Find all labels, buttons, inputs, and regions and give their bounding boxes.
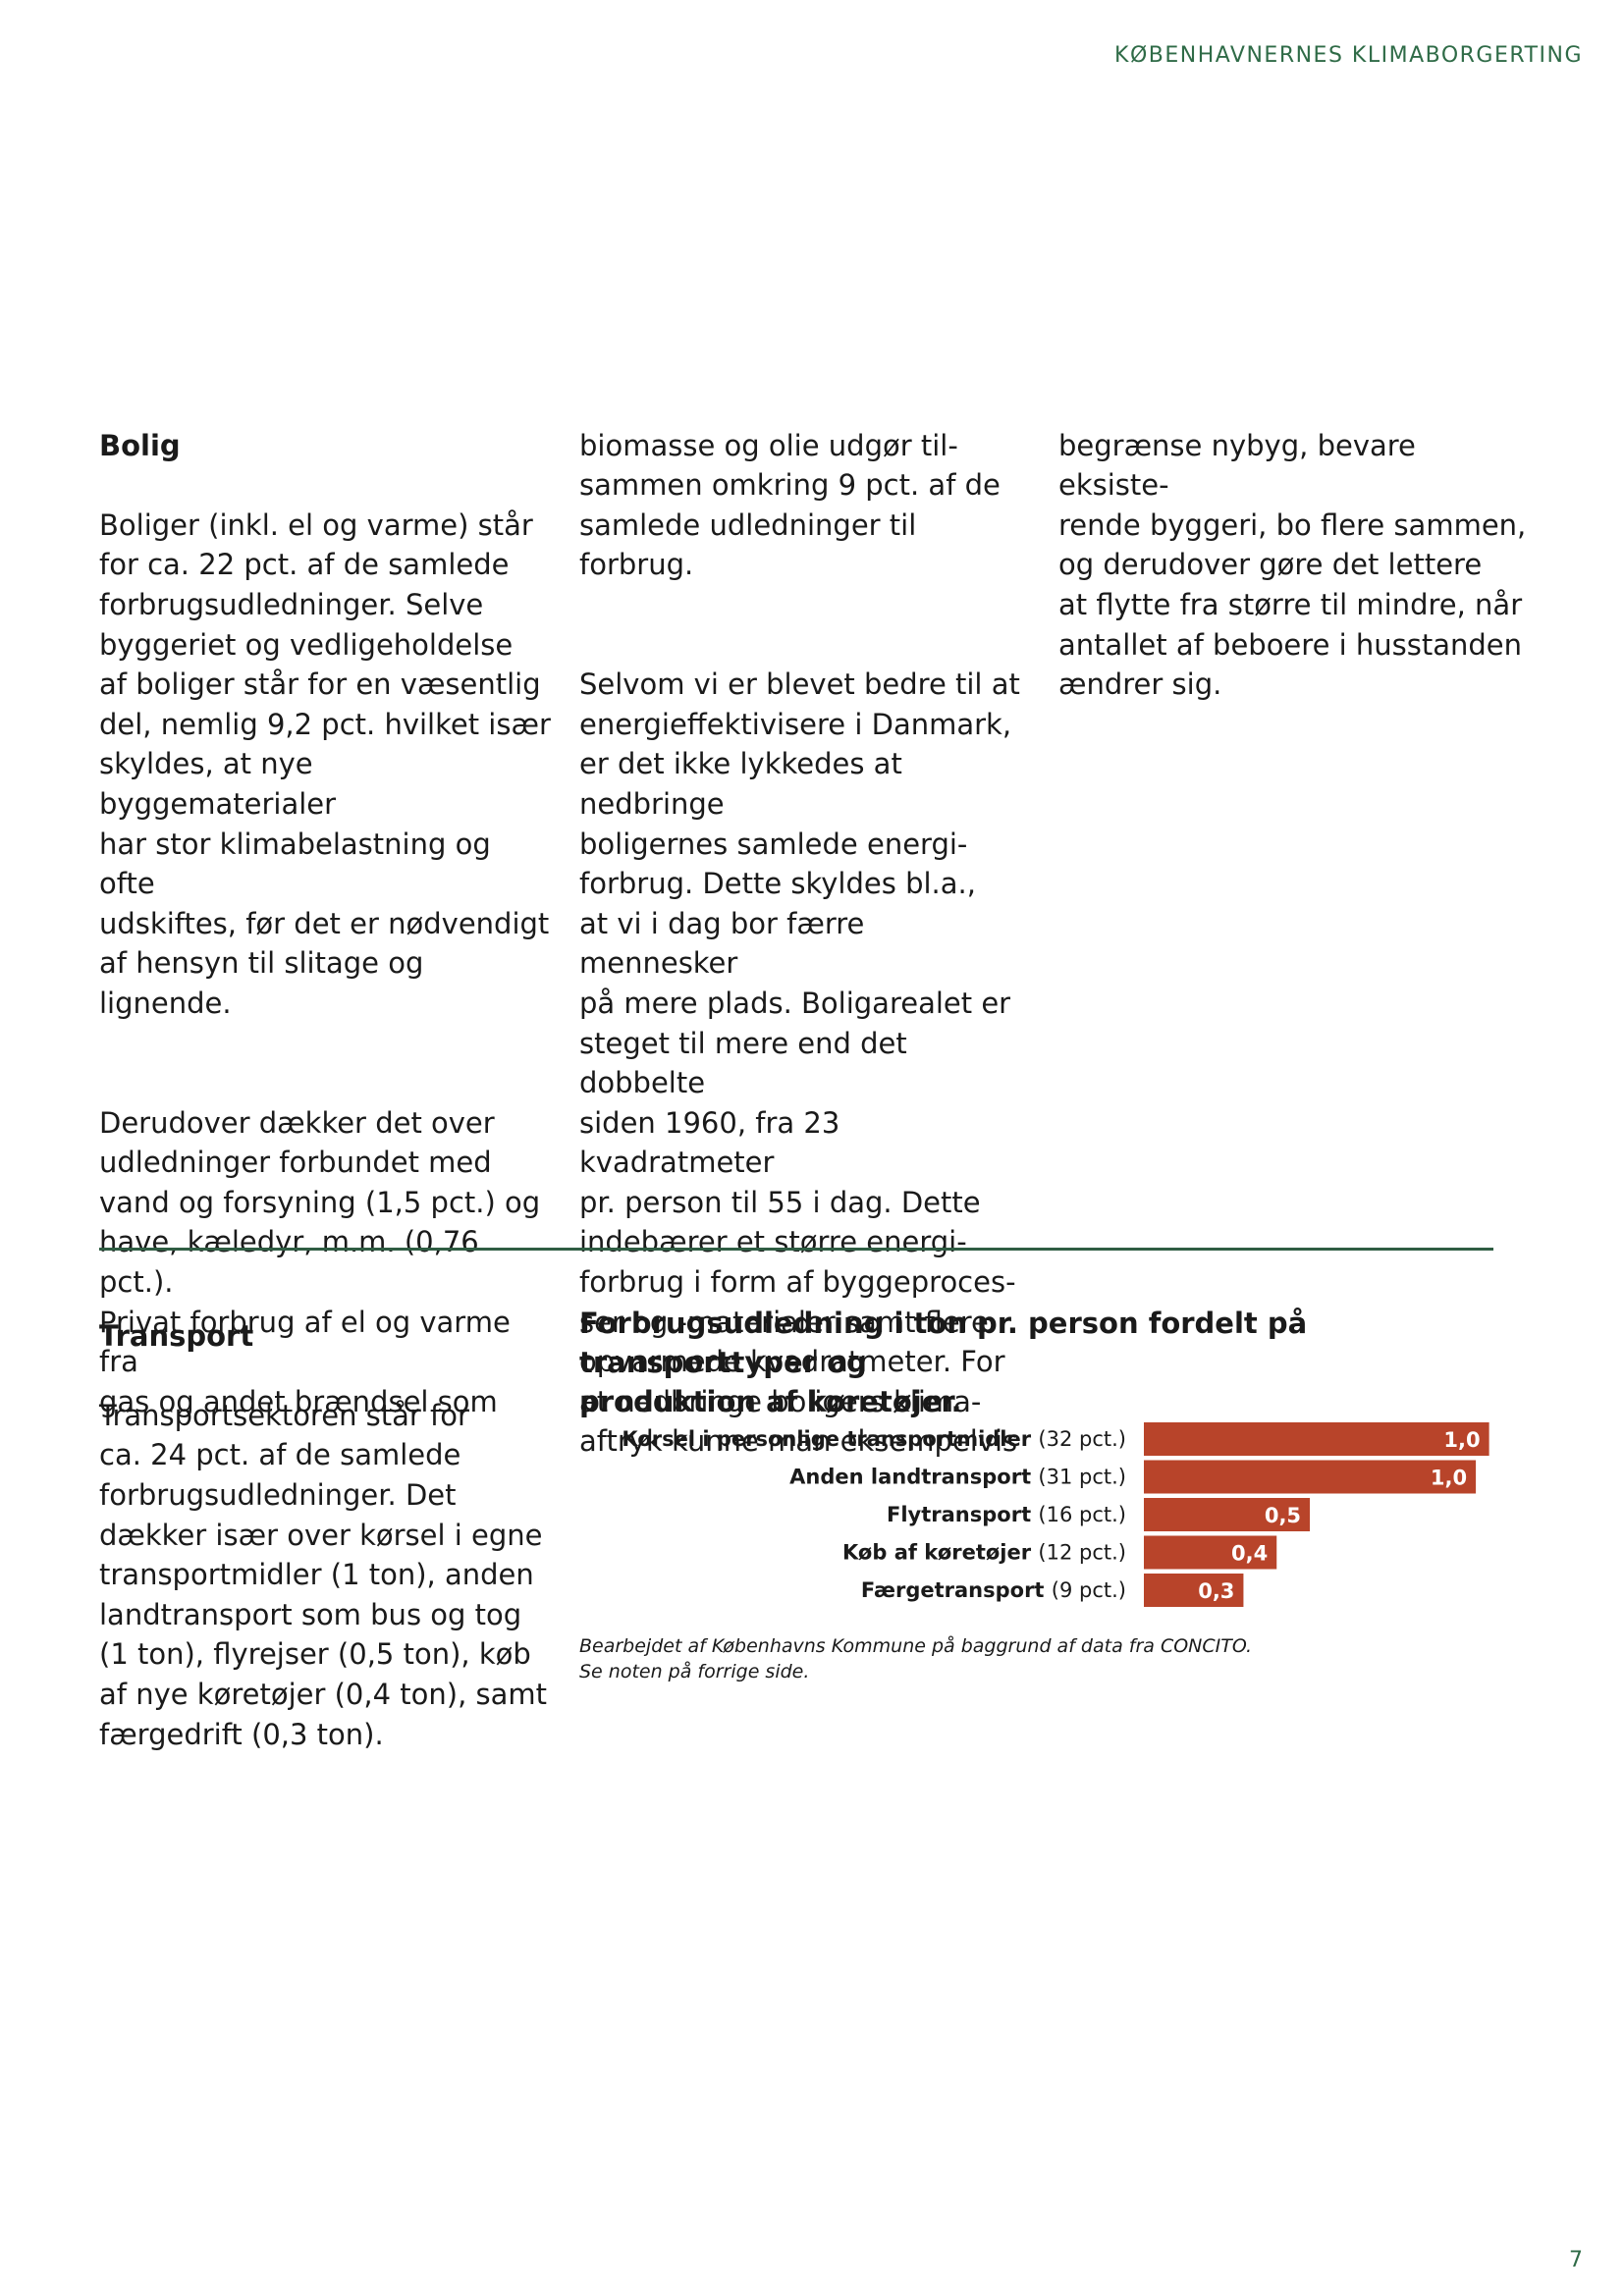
document-header: KØBENHAVNERNES KLIMABORGERTING [1114, 43, 1583, 68]
chart-source-note: Bearbejdet af Københavns Kommune på bagg… [579, 1635, 1253, 1682]
category-label: Køb af køretøjer (12 pct.) [842, 1541, 1126, 1565]
bar [1144, 1535, 1277, 1570]
category-label: Anden landtransport (31 pct.) [789, 1466, 1126, 1489]
category-share: (16 pct.) [1038, 1503, 1126, 1526]
chart-title: Forbrugsudledning i ton pr. person forde… [579, 1307, 1308, 1418]
category-name: Flytransport [887, 1503, 1038, 1526]
bar [1144, 1574, 1244, 1607]
transport-column: Transport Transportsektoren står for ca.… [99, 1276, 551, 1794]
section-divider [99, 1248, 1493, 1251]
category-name: Anden landtransport [789, 1466, 1038, 1489]
bar [1144, 1498, 1311, 1531]
category-name: Køb af køretøjer [842, 1541, 1038, 1565]
bar-value-label: 1,0 [1431, 1467, 1467, 1490]
bar-value-label: 0,4 [1231, 1542, 1268, 1566]
bolig-heading: Bolig [99, 428, 181, 462]
category-name: Færgetransport [861, 1578, 1052, 1602]
bolig-paragraph: biomasse og olie udgør til- sammen omkri… [579, 428, 1001, 582]
category-share: (31 pct.) [1038, 1466, 1126, 1489]
bar-value-label: 0,5 [1265, 1504, 1301, 1527]
bolig-column-2: biomasse og olie udgør til- sammen omkri… [579, 386, 1031, 1502]
category-label: Kørsel i personlige transportmidler (32 … [622, 1427, 1126, 1451]
transport-paragraph: Transportsektoren står for ca. 24 pct. a… [99, 1398, 548, 1751]
bolig-paragraph: Boliger (inkl. el og varme) står for ca.… [99, 507, 551, 1020]
category-share: (12 pct.) [1038, 1541, 1126, 1565]
category-name: Kørsel i personlige transportmidler [622, 1427, 1038, 1451]
category-share: (9 pct.) [1052, 1578, 1126, 1602]
category-label: Færgetransport (9 pct.) [861, 1578, 1126, 1602]
page-number: 7 [1569, 2248, 1583, 2272]
bar [1144, 1422, 1489, 1456]
transport-bar-chart: Kørsel i personlige transportmidler (32 … [622, 1422, 1489, 1607]
category-share: (32 pct.) [1038, 1427, 1126, 1451]
bolig-paragraph: Selvom vi er blevet bedre til at energie… [579, 667, 1020, 1459]
bar [1144, 1460, 1477, 1494]
transport-heading: Transport [99, 1318, 254, 1353]
bolig-paragraph: Derudover dækker det over udledninger fo… [99, 1105, 541, 1418]
bar-value-label: 0,3 [1198, 1579, 1234, 1603]
bolig-column-3: begrænse nybyg, bevare eksiste- rende by… [1058, 386, 1530, 744]
bar-value-label: 1,0 [1443, 1428, 1480, 1452]
bolig-paragraph: begrænse nybyg, bevare eksiste- rende by… [1058, 428, 1527, 702]
bolig-column-1: Bolig Boliger (inkl. el og varme) står f… [99, 386, 551, 1462]
category-label: Flytransport (16 pct.) [887, 1503, 1126, 1526]
